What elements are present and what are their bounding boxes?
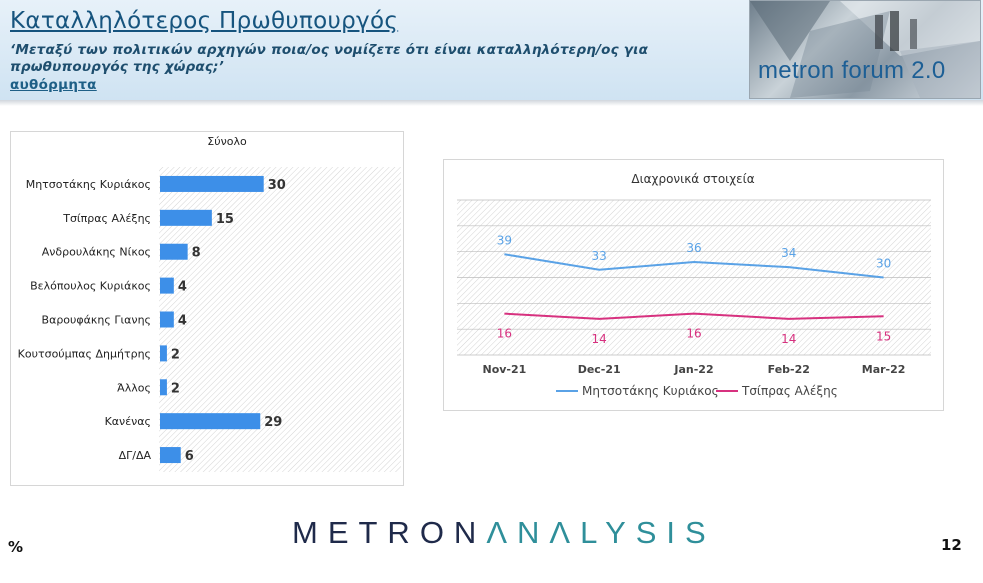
bar — [160, 277, 174, 294]
bar-category-label: Τσίπρας Αλέξης — [62, 212, 151, 225]
bar — [160, 243, 188, 260]
data-label: 39 — [497, 233, 512, 247]
logo-background-graphic — [750, 1, 980, 98]
bar-value-label: 4 — [178, 314, 187, 329]
x-tick-label: Jan-22 — [673, 363, 713, 376]
bar — [160, 209, 212, 226]
data-label: 14 — [781, 332, 796, 346]
x-tick-label: Mar-22 — [862, 363, 906, 376]
bar-category-label: Ανδρουλάκης Νίκος — [42, 246, 151, 259]
data-label: 30 — [876, 257, 891, 271]
bar-value-label: 30 — [268, 178, 286, 193]
legend-label: Μητσοτάκης Κυριάκος — [582, 384, 719, 398]
header-shadow — [0, 100, 983, 106]
unit-label: % — [8, 538, 24, 556]
bar-category-label: ΔΓ/ΔΑ — [119, 449, 152, 462]
bar-value-label: 2 — [171, 381, 180, 396]
bar-category-label: Κανένας — [105, 415, 151, 428]
spontaneous-note: αυθόρμητα — [10, 77, 97, 93]
bar-value-label: 15 — [216, 212, 234, 227]
bar-category-label: Μητσοτάκης Κυριάκος — [26, 178, 151, 191]
bar-category-label: Κουτσούμπας Δημήτρης — [18, 347, 151, 360]
page-title: Καταλληλότερος Πρωθυπουργός — [10, 8, 399, 34]
bar — [160, 413, 261, 430]
series-line — [504, 253, 884, 279]
data-label: 33 — [592, 249, 607, 263]
data-label: 16 — [497, 327, 512, 341]
metron-forum-logo: metron forum 2.0 — [749, 0, 981, 99]
logo-analysis: ΛNΛLYSIS — [486, 515, 716, 550]
x-tick-label: Dec-21 — [578, 363, 621, 376]
line-chart-panel: Διαχρονικά στοιχεία Nov-21 Dec-21 Jan-22 Feb… — [443, 159, 944, 411]
line-chart: Διαχρονικά στοιχεία Nov-21 Dec-21 Jan-22 Feb… — [457, 172, 931, 398]
data-label: 34 — [781, 246, 796, 260]
bar-value-label: 6 — [185, 449, 194, 464]
page-number: 12 — [941, 536, 962, 554]
bar-chart-panel: Σύνολο Μητσοτάκης Κυριάκος 30 Τσίπρας Αλέξη… — [10, 131, 404, 486]
series-line — [504, 312, 884, 320]
bar-chart: Σύνολο Μητσοτάκης Κυριάκος 30 Τσίπρας Αλέξη… — [18, 135, 401, 472]
x-tick-label: Nov-21 — [482, 363, 526, 376]
data-label: 16 — [686, 327, 701, 341]
bar — [160, 345, 167, 362]
bar — [160, 379, 167, 396]
bar-value-label: 4 — [178, 280, 187, 295]
survey-question: ‘Μεταξύ των πολιτικών αρχηγών ποια/ος νο… — [10, 42, 649, 75]
bar — [160, 311, 174, 328]
bar-category-label: Άλλος — [117, 381, 151, 394]
bar-chart-title: Σύνολο — [207, 135, 247, 148]
bar — [160, 447, 181, 464]
line-chart-title: Διαχρονικά στοιχεία — [631, 172, 754, 186]
x-tick-label: Feb-22 — [768, 363, 810, 376]
legend-label: Τσίπρας Αλέξης — [741, 384, 838, 398]
data-label: 14 — [592, 332, 607, 346]
bar — [160, 175, 264, 192]
data-label: 36 — [686, 241, 701, 255]
bar-value-label: 2 — [171, 347, 180, 362]
bar-category-label: Βαρουφάκης Γιανης — [42, 314, 151, 327]
bar-value-label: 8 — [192, 246, 201, 261]
data-label: 15 — [876, 329, 891, 343]
metron-analysis-logo: METRONΛNΛLYSIS — [292, 515, 716, 551]
bar-category-label: Βελόπουλος Κυριάκος — [30, 280, 151, 293]
bar-value-label: 29 — [264, 415, 282, 430]
metron-forum-logo-text: metron forum 2.0 — [758, 57, 946, 84]
logo-metron: METRON — [292, 515, 487, 550]
